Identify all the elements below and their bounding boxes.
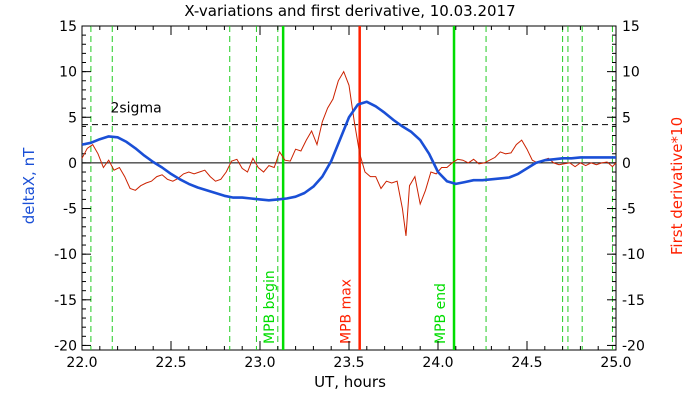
y-tick-label-right-5: -10 xyxy=(622,247,645,263)
x-tick-label-0: 22.0 xyxy=(66,355,97,371)
y-axis-label-left: deltaX, nT xyxy=(20,147,38,224)
y-tick-label-left-3: 0 xyxy=(68,156,77,172)
y-tick-label-right-0: 15 xyxy=(622,19,640,35)
y-tick-label-right-7: -20 xyxy=(622,338,645,354)
x-tick-label-3: 23.5 xyxy=(333,355,364,371)
y-tick-label-right-4: -5 xyxy=(622,202,636,218)
series-line-deltax xyxy=(81,100,616,202)
y-axis-label-right: First derivative*10 xyxy=(668,117,686,255)
y-tick-label-left-7: -20 xyxy=(54,338,77,354)
y-tick-label-left-5: -10 xyxy=(54,247,77,263)
x-tick-label-6: 25.0 xyxy=(600,355,631,371)
y-tick-label-left-1: 10 xyxy=(59,65,77,81)
x-tick-label-2: 23.0 xyxy=(244,355,275,371)
x-tick-label-5: 24.5 xyxy=(511,355,542,371)
y-tick-label-left-6: -15 xyxy=(54,293,77,309)
y-tick-label-left-2: 5 xyxy=(68,110,77,126)
marker-label-1: MPB max xyxy=(339,279,355,344)
y-tick-label-right-3: 0 xyxy=(622,156,631,172)
y-tick-label-right-1: 10 xyxy=(622,65,640,81)
chart-title: X-variations and first derivative, 10.03… xyxy=(184,2,515,20)
y-tick-label-left-4: -5 xyxy=(63,202,77,218)
y-tick-label-right-2: 5 xyxy=(622,110,631,126)
threshold-label: 2sigma xyxy=(110,101,161,117)
series-line-derivative xyxy=(81,70,617,236)
x-tick-label-4: 24.0 xyxy=(422,355,453,371)
y-tick-label-right-6: -15 xyxy=(622,293,645,309)
plot-area: 2sigma MPB begin MPB max MPB end 22.0 22.5 23.… xyxy=(54,19,645,371)
marker-label-2: MPB end xyxy=(433,283,449,344)
y-tick-label-left-0: 15 xyxy=(59,19,77,35)
x-tick-label-1: 22.5 xyxy=(155,355,186,371)
x-axis-label: UT, hours xyxy=(314,373,386,391)
marker-label-0: MPB begin xyxy=(262,270,278,344)
